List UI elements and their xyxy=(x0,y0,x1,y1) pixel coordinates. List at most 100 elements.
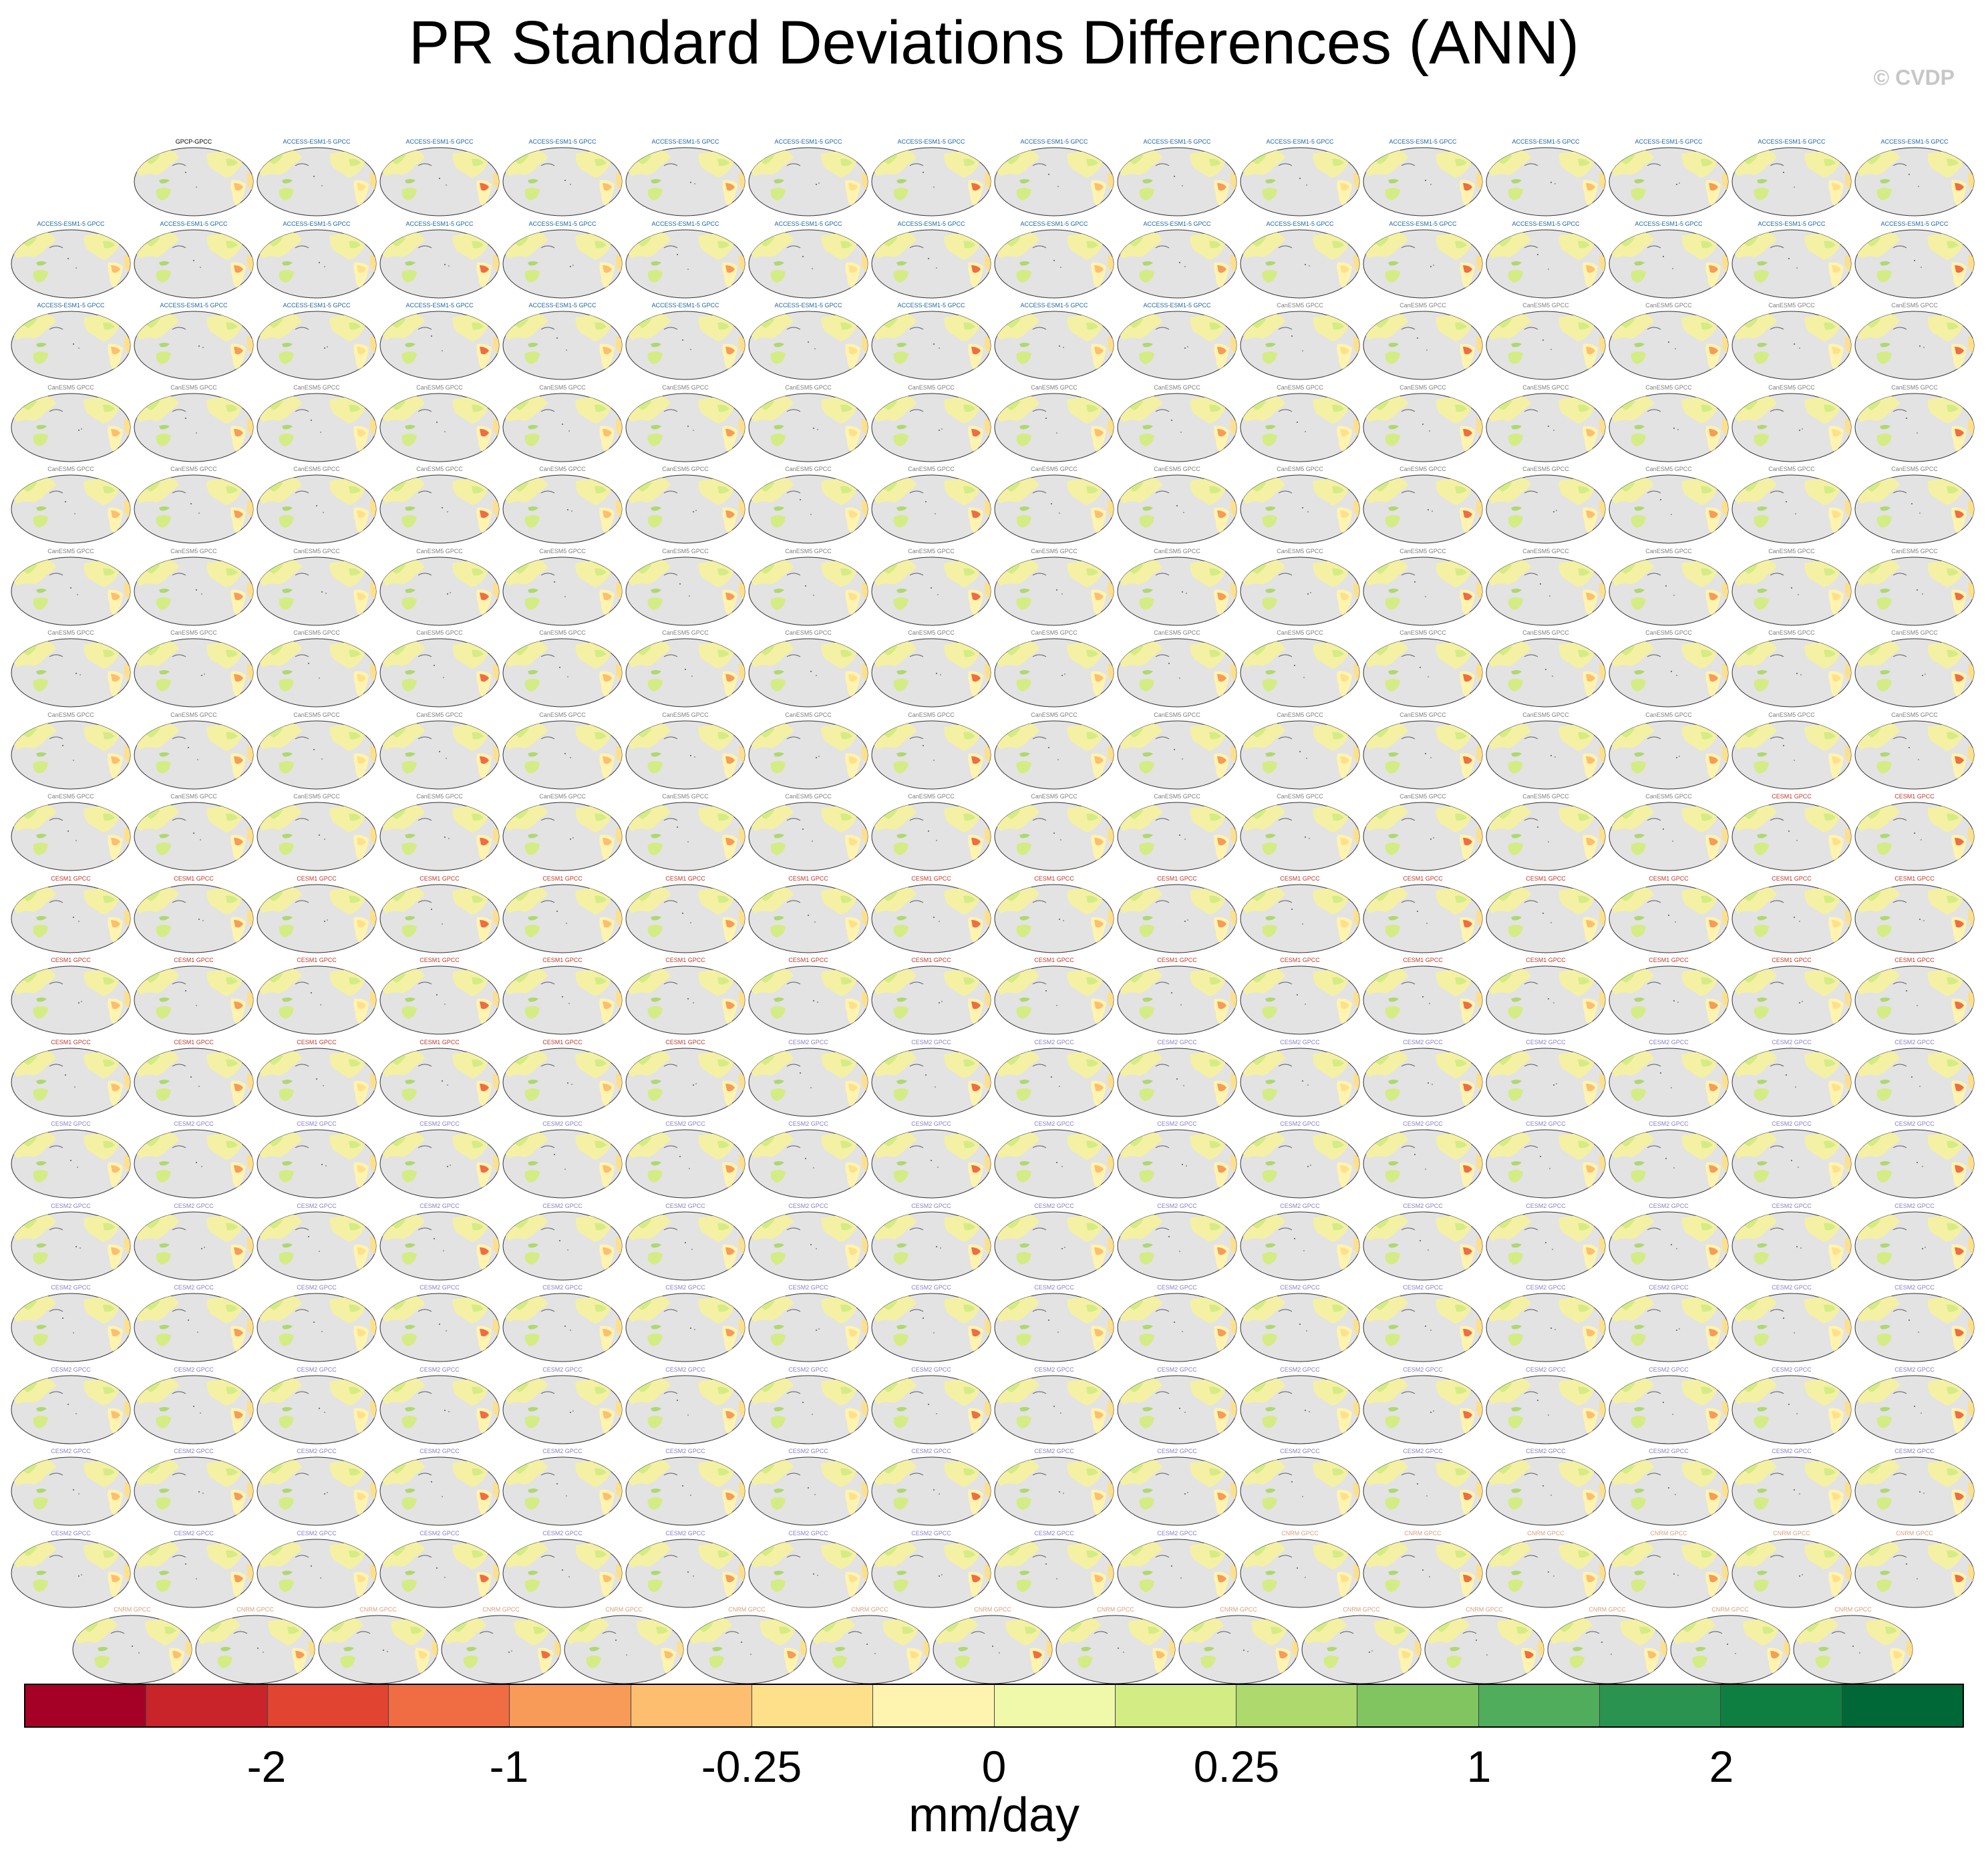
world-map xyxy=(871,720,991,789)
map-panel: CESM2 GPCC xyxy=(1116,1202,1238,1284)
world-map xyxy=(1854,802,1975,871)
map-panel: CESM1 GPCC xyxy=(624,956,747,1038)
map-panel: CESM2 GPCC xyxy=(1730,1447,1853,1529)
panel-title: CESM2 GPCC xyxy=(1526,1448,1566,1454)
world-map xyxy=(1301,1615,1422,1684)
map-panel: ACCESS-ESM1-5 GPCC xyxy=(378,220,501,302)
map-panel: CESM2 GPCC xyxy=(1361,1038,1484,1120)
panel-title: CanESM5 GPCC xyxy=(1277,793,1323,800)
map-panel: CESM1 GPCC xyxy=(132,956,255,1038)
colorbar-tick-label: 1 xyxy=(1466,1742,1492,1791)
map-panel: CESM2 GPCC xyxy=(624,1529,747,1611)
colorbar-tick-label: 0.25 xyxy=(1193,1742,1280,1791)
map-panel: CESM2 GPCC xyxy=(1116,1120,1238,1202)
panel-title: CanESM5 GPCC xyxy=(908,793,955,800)
world-map xyxy=(1240,1048,1360,1116)
map-panel: CESM2 GPCC xyxy=(9,1447,132,1529)
map-panel: CanESM5 GPCC xyxy=(1116,792,1238,875)
panel-title: CanESM5 GPCC xyxy=(1399,711,1446,718)
panel-title: CanESM5 GPCC xyxy=(539,466,586,472)
world-map xyxy=(748,638,868,708)
panel-title: CanESM5 GPCC xyxy=(1891,711,1938,718)
world-map xyxy=(257,1293,377,1362)
panel-title: CESM2 GPCC xyxy=(788,1284,828,1291)
world-map xyxy=(1731,720,1852,789)
panel-title: CanESM5 GPCC xyxy=(1645,383,1692,391)
panel-title: CanESM5 GPCC xyxy=(1031,629,1078,636)
world-map xyxy=(625,965,746,1035)
panel-title: CanESM5 GPCC xyxy=(1522,466,1569,472)
map-panel: CESM2 GPCC xyxy=(501,1447,624,1529)
world-map xyxy=(871,1456,991,1526)
map-panel: ACCESS-ESM1-5 GPCC xyxy=(1116,301,1238,383)
world-map xyxy=(1424,1615,1544,1684)
panel-title: CESM2 GPCC xyxy=(1894,1202,1935,1209)
panel-title: CanESM5 GPCC xyxy=(1277,547,1323,555)
map-panel: CanESM5 GPCC xyxy=(501,547,624,629)
world-map xyxy=(1240,229,1360,298)
panel-title: CESM2 GPCC xyxy=(174,1529,214,1537)
world-map xyxy=(748,1456,868,1526)
panel-title: CESM2 GPCC xyxy=(174,1120,214,1127)
map-panel: CESM1 GPCC xyxy=(1853,792,1976,875)
panel-title: CanESM5 GPCC xyxy=(662,711,709,718)
map-panel: CESM2 GPCC xyxy=(9,1283,132,1366)
world-map xyxy=(625,229,746,298)
map-panel: CESM2 GPCC xyxy=(870,1120,993,1202)
world-map xyxy=(1609,474,1729,544)
panel-title: ACCESS-ESM1-5 GPCC xyxy=(528,302,597,309)
map-panel: CanESM5 GPCC xyxy=(624,465,747,547)
colorbar-box xyxy=(146,1685,268,1726)
world-map xyxy=(11,393,131,462)
map-panel: CanESM5 GPCC xyxy=(1361,465,1484,547)
world-map xyxy=(1547,1615,1667,1684)
world-map xyxy=(1240,638,1360,708)
world-map xyxy=(1731,802,1852,871)
world-map xyxy=(1731,1375,1852,1444)
world-map xyxy=(379,1375,500,1444)
map-panel: CESM1 GPCC xyxy=(624,875,747,957)
map-panel: CanESM5 GPCC xyxy=(1238,547,1361,629)
panel-title: CESM2 GPCC xyxy=(1772,1038,1812,1046)
panel-title: CanESM5 GPCC xyxy=(908,466,955,472)
map-panel: ACCESS-ESM1-5 GPCC xyxy=(870,138,993,220)
map-panel: CESM1 GPCC xyxy=(1607,875,1730,957)
map-panel: CNRM GPCC xyxy=(1177,1605,1300,1688)
map-panel: CESM1 GPCC xyxy=(747,875,870,957)
world-map xyxy=(748,474,868,544)
map-panel: CanESM5 GPCC xyxy=(1607,711,1730,793)
panel-title: CESM2 GPCC xyxy=(542,1120,583,1127)
map-panel: CNRM GPCC xyxy=(1361,1529,1484,1611)
world-map xyxy=(1117,1211,1237,1280)
world-map xyxy=(1731,884,1852,953)
map-panel: CESM2 GPCC xyxy=(255,1529,378,1611)
map-panel: CESM2 GPCC xyxy=(1607,1038,1730,1120)
world-map xyxy=(195,1615,315,1684)
panel-title: ACCESS-ESM1-5 GPCC xyxy=(1143,302,1211,309)
world-map xyxy=(134,393,254,462)
world-map xyxy=(379,311,500,380)
world-map xyxy=(1609,1539,1729,1607)
world-map xyxy=(134,474,254,544)
colorbar-tick-label: -0.25 xyxy=(701,1742,802,1791)
world-map xyxy=(502,147,623,216)
panel-title: ACCESS-ESM1-5 GPCC xyxy=(528,138,597,145)
panel-title: CESM1 GPCC xyxy=(1157,875,1197,882)
map-panel: ACCESS-ESM1-5 GPCC xyxy=(993,138,1116,220)
world-map xyxy=(1731,1456,1852,1526)
panel-title: CNRM GPCC xyxy=(1281,1529,1319,1537)
panel-title: CNRM GPCC xyxy=(851,1606,888,1613)
map-panel: CanESM5 GPCC xyxy=(501,629,624,711)
map-panel: ACCESS-ESM1-5 GPCC xyxy=(870,220,993,302)
colorbar-box xyxy=(388,1685,510,1726)
world-map xyxy=(1854,229,1975,298)
map-panel: CESM2 GPCC xyxy=(1853,1202,1976,1284)
world-map xyxy=(1486,638,1606,708)
world-map xyxy=(748,1293,868,1362)
panel-title: CESM2 GPCC xyxy=(1649,1366,1689,1373)
panel-title: CESM2 GPCC xyxy=(1526,1120,1566,1127)
panel-title: CESM2 GPCC xyxy=(1403,1366,1443,1373)
map-panel: CESM2 GPCC xyxy=(1853,1447,1976,1529)
map-panel: CNRM GPCC xyxy=(194,1605,317,1688)
map-panel: CanESM5 GPCC xyxy=(993,629,1116,711)
